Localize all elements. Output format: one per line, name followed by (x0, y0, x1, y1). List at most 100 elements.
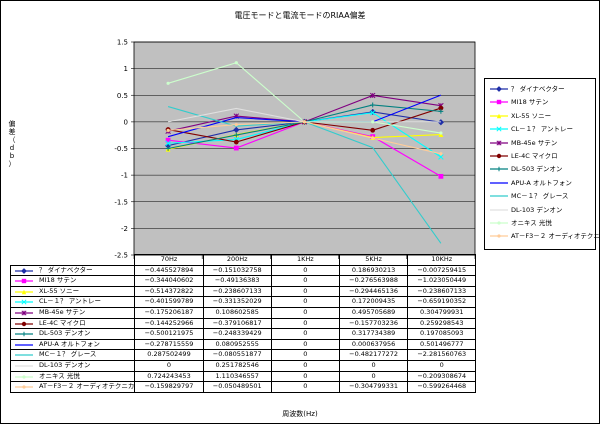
data-point (369, 92, 376, 99)
data-point (234, 122, 238, 127)
table-cell: 0.108602585 (202, 306, 272, 319)
table-cell: −0.050489501 (202, 381, 272, 393)
table-cell: 0 (270, 264, 340, 277)
x-tick-label: 1KHz (270, 254, 340, 266)
table-legend-key (15, 365, 33, 367)
table-cell: −0.379106817 (202, 317, 272, 330)
data-point (21, 267, 27, 274)
data-point (496, 126, 502, 132)
table-cell: 0 (270, 349, 340, 361)
table-cell: −0.401599789 (134, 296, 204, 308)
data-point (370, 127, 376, 133)
data-point (22, 374, 26, 379)
legend-label: DL-103 デンオン (511, 205, 563, 214)
table-legend-key (15, 299, 33, 305)
table-cell: −0.144252966 (134, 317, 204, 330)
data-point (496, 86, 502, 92)
legend-swatch (490, 167, 508, 172)
data-table: 70Hz 200Hz 1KHz 5KHz 10KHz？ ダイナベクター −0.445527… (9, 254, 477, 393)
table-cell: 0 (134, 359, 204, 372)
data-point (21, 331, 27, 337)
table-cell: −0.080551877 (202, 349, 272, 361)
table-series-name: ？ ダイナベクター (39, 265, 93, 274)
table-row: DL-103 デンオン 0 0.251782546 0 0 0 (9, 359, 477, 372)
table-row: LE-4C マイクロ −0.144252966 −0.379106817 0 −0.15… (9, 317, 477, 330)
legend-item: MB-45e サテン (485, 138, 595, 148)
legend-label: XL-55 ソニー (511, 111, 552, 120)
table-cell: −0.500121975 (134, 328, 204, 340)
table-row-label: APU-A オルトフォン (9, 338, 136, 351)
table-cell: −0.157703236 (338, 317, 409, 330)
table-cell: 0.197085093 (407, 328, 477, 340)
table-series-name: MB-45e サテン (39, 307, 86, 316)
table-cell: −0.304799331 (338, 381, 409, 393)
data-point (439, 131, 443, 135)
legend-label: AT－F3－２ オーディオテクニカ (511, 232, 600, 241)
table-cell: 0 (338, 359, 409, 372)
legend-label: APU-A オルトフォン (511, 178, 572, 187)
legend-item: DL-103 デンオン (485, 205, 595, 215)
data-point (438, 173, 444, 179)
table-cell: 0.172009435 (338, 296, 409, 308)
data-point (21, 310, 27, 316)
table-cell: 0 (270, 381, 340, 393)
table-legend-key (15, 267, 33, 274)
table-cell: 0.186930213 (338, 264, 409, 277)
legend-label: LE-4C マイクロ (511, 152, 558, 160)
x-tick-label: 5KHz (338, 254, 409, 266)
legend-item: DL-503 デンオン (485, 164, 595, 174)
table-row-label: DL-503 デンオン (9, 328, 136, 340)
table-cell: 0 (270, 317, 340, 330)
table-cell: −2.281560763 (407, 349, 477, 361)
table-row-label: XL-55 ソニー (9, 285, 136, 298)
table-row: AT－F3－２ オーディオテクニカ −0.159829797 −0.05048950… (9, 381, 477, 393)
table-row: DL-503 デンオン −0.500121975 −0.248339429 0 0.31… (9, 328, 477, 340)
table-row-label: ？ ダイナベクター (9, 264, 136, 277)
table-row-label: MC－１？ グレース (9, 349, 136, 361)
table-series-name: APU-A オルトフォン (39, 339, 100, 348)
x-tick-label: 10KHz (407, 254, 477, 266)
y-tick-label: -2 (121, 225, 128, 233)
legend-item: LE-4C マイクロ (485, 151, 595, 161)
table-row: MC－１？ グレース 0.287502499 −0.080551877 0 −0.482… (9, 349, 477, 361)
table-header-row: 70Hz 200Hz 1KHz 5KHz 10KHz (10, 254, 477, 266)
table-cell: 0.317734389 (338, 328, 409, 340)
data-point (497, 234, 501, 238)
legend-swatch (490, 208, 508, 211)
data-point (21, 289, 27, 294)
table-cell: −0.659190352 (407, 296, 477, 308)
table-cell: −0.248339429 (202, 328, 272, 340)
table-cell: −0.209308674 (407, 370, 477, 383)
data-point (302, 120, 307, 124)
table-cell: 0 (270, 306, 340, 319)
table-row: MB-45e サテン −0.175206187 0.108602585 0 0.4957… (9, 306, 477, 319)
table-cell: 0.251782546 (202, 359, 272, 372)
table-series-name: CL－１？ アントレー (39, 297, 101, 306)
table-cell: −0.344040602 (134, 275, 204, 287)
table-legend-key (15, 385, 33, 389)
table-legend-key (15, 374, 33, 379)
data-point (438, 154, 444, 160)
table-cell: −0.514372822 (134, 285, 204, 298)
data-point (165, 146, 171, 151)
x-axis-label: 周波数(Hz) (282, 410, 318, 418)
legend-item: MC－１？ グレース (485, 191, 595, 201)
legend-label: オニキス 光悦 (511, 219, 552, 227)
data-point (496, 140, 502, 146)
legend-swatch (490, 182, 508, 184)
legend-item: MI18 サテン (485, 97, 595, 107)
data-point (21, 321, 27, 326)
table-cell: −0.49136383 (202, 275, 272, 287)
data-point (496, 153, 502, 159)
table-cell: −0.238607133 (407, 285, 477, 298)
legend-swatch (490, 153, 508, 159)
data-point (21, 278, 27, 284)
table-cell: −0.331352029 (202, 296, 272, 308)
table-cell: 0 (270, 338, 340, 351)
table-cell: −0.278715559 (134, 338, 204, 351)
table-cell: 0 (270, 285, 340, 298)
table-row-label: DL-103 デンオン (9, 359, 136, 372)
legend-swatch (490, 100, 508, 105)
legend-label: MI18 サテン (511, 98, 549, 107)
data-point (496, 167, 502, 172)
